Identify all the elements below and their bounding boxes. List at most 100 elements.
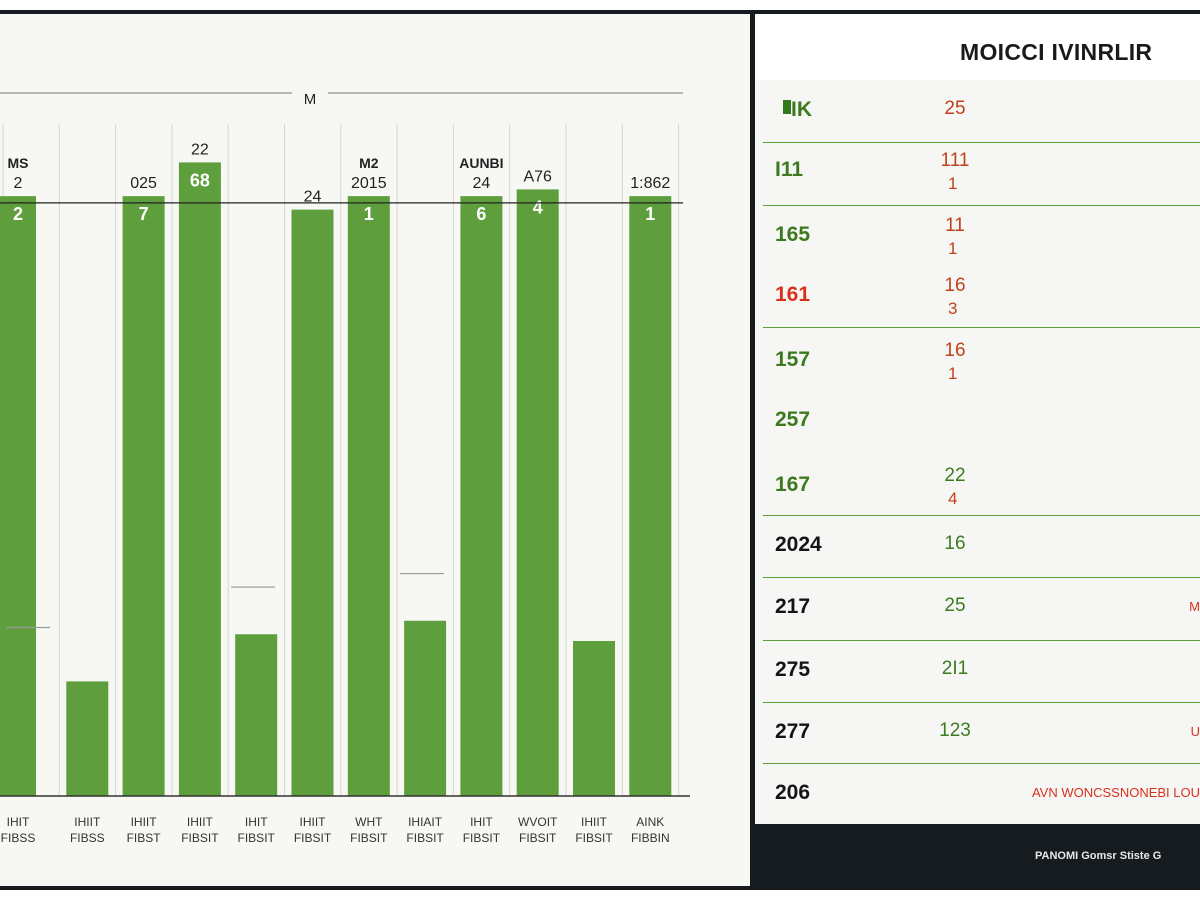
x-tick-label: FIBSIT xyxy=(294,831,332,845)
bar-top-label: 7 xyxy=(139,204,149,224)
bar xyxy=(347,196,390,796)
row-subvalue: 3 xyxy=(948,299,958,318)
row-label: IK xyxy=(791,98,812,121)
row-subvalue: 1 xyxy=(948,174,958,193)
row-label: 217 xyxy=(775,595,811,618)
x-tick-label: FIBSIT xyxy=(406,831,444,845)
bar xyxy=(66,681,109,796)
x-tick-label: IHIAIT xyxy=(408,815,443,829)
row-label: 165 xyxy=(775,223,811,246)
bar xyxy=(235,634,278,796)
x-tick-label: FIBSIT xyxy=(575,831,613,845)
row-side-note: M xyxy=(1189,599,1200,614)
row-divider xyxy=(763,515,1200,516)
bar-secondary-label: M2 xyxy=(359,155,379,171)
chart-title: M xyxy=(304,91,317,108)
table-row: 2024 16 xyxy=(763,515,1200,575)
bar-value-label: 025 xyxy=(130,175,157,192)
row-divider xyxy=(763,702,1200,703)
x-tick-label: IHIIT xyxy=(131,815,158,829)
green-swatch-icon xyxy=(783,100,791,114)
x-tick-label: IHIIT xyxy=(581,815,608,829)
bar-secondary-label: MS xyxy=(8,155,29,171)
table-row: 157 16 1 xyxy=(763,330,1200,390)
table-row: 206 AVN WONCSSNONEBI LOU xyxy=(763,763,1200,823)
x-tick-label: AINK xyxy=(636,815,664,829)
chart-panel: M 2 2 MS IHIT FIBSS IHIIT FIBSS 7 025 IHIIT FIBST 68… xyxy=(0,14,750,886)
x-tick-label: IHIIT xyxy=(74,815,101,829)
x-tick-label: FIBSIT xyxy=(519,831,557,845)
row-value: 25 xyxy=(944,98,966,119)
bar-value-label: 22 xyxy=(191,141,209,158)
x-tick-label: FIBSIT xyxy=(181,831,219,845)
x-tick-label: IHIIT xyxy=(187,815,214,829)
bar-top-label: 68 xyxy=(190,170,210,190)
bar-chart: M22MSIHITFIBSSIHIITFIBSS7025IHIITFIBST68… xyxy=(0,91,690,845)
row-side-note: U xyxy=(1190,724,1200,739)
bar-value-label: A76 xyxy=(523,168,552,185)
row-subvalue: 1 xyxy=(948,239,958,258)
bar-top-label: 4 xyxy=(533,197,543,217)
bar-value-label: 24 xyxy=(304,189,322,206)
x-tick-label: FIBSIT xyxy=(350,831,388,845)
x-tick-label: WVOIT xyxy=(518,815,558,829)
table-row: 217 25 M xyxy=(763,577,1200,637)
data-table: IK 25 I11 111 1 165 11 1 161 16 3 157 16 1 257 167 22 4 20… xyxy=(755,80,1200,824)
table-row: IK 25 xyxy=(763,80,1200,140)
row-label: 161 xyxy=(775,283,811,306)
row-value: 22 xyxy=(944,465,966,486)
x-tick-label: IHIT xyxy=(470,815,493,829)
x-tick-label: FIBSIT xyxy=(238,831,276,845)
row-divider xyxy=(763,640,1200,641)
bar-top-label: 1 xyxy=(364,204,374,224)
row-subvalue: 4 xyxy=(948,489,958,508)
bar xyxy=(573,640,615,796)
x-tick-label: FIBSS xyxy=(70,831,105,845)
bar-top-label: 2 xyxy=(13,204,23,224)
row-divider xyxy=(763,205,1200,206)
row-value: 25 xyxy=(944,595,966,616)
x-tick-label: FIBSS xyxy=(1,831,36,845)
bar xyxy=(291,209,334,796)
x-tick-label: IHIIT xyxy=(300,815,327,829)
bar xyxy=(516,189,559,796)
row-value: 2I1 xyxy=(941,658,969,679)
row-label: 2024 xyxy=(775,533,822,556)
row-label: 257 xyxy=(775,408,811,431)
x-tick-label: FIBBIN xyxy=(631,831,670,845)
row-divider xyxy=(763,142,1200,143)
x-tick-label: FIBST xyxy=(127,831,162,845)
x-tick-label: FIBSIT xyxy=(463,831,501,845)
row-value: 111 xyxy=(940,150,970,171)
row-divider xyxy=(763,577,1200,578)
row-label: 206 xyxy=(775,781,811,804)
row-value: 123 xyxy=(939,720,971,741)
row-divider xyxy=(763,327,1200,328)
bar xyxy=(460,196,503,796)
row-subvalue: 1 xyxy=(948,364,958,383)
table-title: MOICCI IVINRLIR xyxy=(960,39,1153,65)
row-value: 16 xyxy=(944,275,966,296)
row-value: 16 xyxy=(944,533,966,554)
row-label: 277 xyxy=(775,720,811,743)
bar-top-label: 6 xyxy=(476,204,486,224)
row-label: 275 xyxy=(775,658,811,681)
x-tick-label: IHIT xyxy=(245,815,268,829)
row-label: 157 xyxy=(775,348,811,371)
bar-value-label: 24 xyxy=(473,175,491,192)
row-side-note: AVN WONCSSNONEBI LOU xyxy=(1031,785,1200,800)
row-label: 167 xyxy=(775,473,811,496)
row-value: 11 xyxy=(945,215,965,236)
table-row: 167 22 4 xyxy=(763,455,1200,515)
footer: PANOMI Gomsr Stiste G xyxy=(755,826,1200,886)
bar-value-label: 2 xyxy=(14,175,23,192)
table-header: MOICCI IVINRLIR xyxy=(755,14,1200,80)
row-label: I11 xyxy=(775,158,804,181)
bar-value-label: 1:862 xyxy=(630,175,670,192)
table-row: 277 123 U xyxy=(763,702,1200,762)
table-row: 161 16 3 xyxy=(763,265,1200,325)
row-value: 16 xyxy=(944,340,966,361)
x-tick-label: WHT xyxy=(355,815,383,829)
bar xyxy=(122,196,165,796)
bar-top-label: 1 xyxy=(645,204,655,224)
